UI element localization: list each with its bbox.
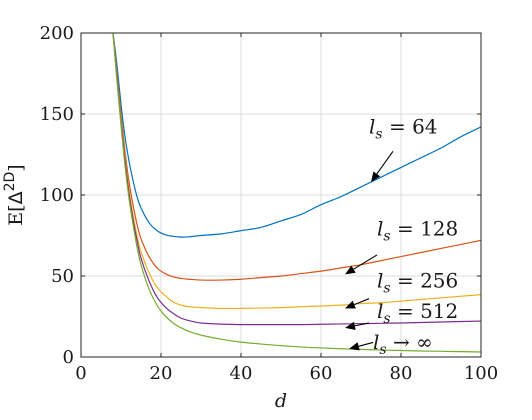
y-axis-label-sup: 2D xyxy=(2,172,18,192)
y-axis-label-base: E[ xyxy=(5,204,27,225)
series-line-4 xyxy=(112,33,481,326)
annotation-rest: → ∞ xyxy=(387,330,433,354)
series-line-3 xyxy=(112,33,481,310)
series-line-5 xyxy=(112,33,481,353)
annotation-rest: = 512 xyxy=(391,299,459,323)
annotation-1: ls = 64 xyxy=(369,114,438,183)
annotation-var: l xyxy=(373,330,379,354)
annotation-var: l xyxy=(377,299,383,323)
annotation-4: ls = 512 xyxy=(345,299,458,330)
annotation-rest: = 64 xyxy=(383,114,438,138)
x-axis-label: d xyxy=(275,390,287,412)
annotation-arrowhead xyxy=(349,342,360,351)
annotation-sub: s xyxy=(383,311,390,327)
x-tick-label: 0 xyxy=(75,363,86,384)
series-line-1 xyxy=(112,33,481,238)
annotation-var: l xyxy=(377,268,383,292)
y-axis-label: E[Δ2D] xyxy=(2,164,27,225)
x-tick-label: 40 xyxy=(230,363,253,384)
series-lines xyxy=(112,33,481,353)
annotation-2: ls = 128 xyxy=(345,217,458,275)
annotation-label: ls = 256 xyxy=(377,268,458,296)
y-tick-label: 0 xyxy=(63,347,74,368)
annotation-arrow-line xyxy=(354,298,370,306)
annotation-5: ls → ∞ xyxy=(349,330,433,358)
annotation-arrowhead xyxy=(345,321,356,330)
annotation-3: ls = 256 xyxy=(345,268,458,309)
x-tick-label: 100 xyxy=(464,363,498,384)
annotation-rest: = 128 xyxy=(391,217,459,241)
series-line-2 xyxy=(112,33,481,281)
annotation-label: ls = 128 xyxy=(377,217,458,245)
annotation-arrowhead xyxy=(345,265,356,275)
annotation-sub: s xyxy=(383,229,390,245)
y-tick-label: 150 xyxy=(40,104,74,125)
y-tick-label: 100 xyxy=(40,185,74,206)
annotation-label: ls = 512 xyxy=(377,299,458,327)
annotation-label: ls → ∞ xyxy=(373,330,433,358)
y-tick-label: 50 xyxy=(51,266,74,287)
annotation-arrow-line xyxy=(376,150,394,175)
y-tick-label: 200 xyxy=(40,23,74,44)
annotation-var: l xyxy=(377,217,383,241)
x-tick-label: 60 xyxy=(310,363,333,384)
annotation-arrow-line xyxy=(358,341,374,347)
x-tick-label: 80 xyxy=(390,363,413,384)
annotation-sub: s xyxy=(383,280,390,296)
annotation-label: ls = 64 xyxy=(369,114,438,142)
annotation-arrow-line xyxy=(353,254,378,270)
annotation-arrowhead xyxy=(345,300,356,309)
annotation-rest: = 256 xyxy=(391,268,459,292)
annotation-var: l xyxy=(369,114,375,138)
y-axis-label-close: ] xyxy=(5,164,27,171)
annotation-arrow-line xyxy=(354,322,370,327)
annotation-arrowhead xyxy=(371,171,381,183)
annotation-sub: s xyxy=(375,126,382,142)
x-tick-label: 20 xyxy=(150,363,173,384)
y-axis-label-delta: Δ xyxy=(5,191,27,204)
axis-ticks: 0 20 40 60 80 100 0 50 100 150 200 xyxy=(40,23,499,384)
annotation-sub: s xyxy=(379,342,386,358)
